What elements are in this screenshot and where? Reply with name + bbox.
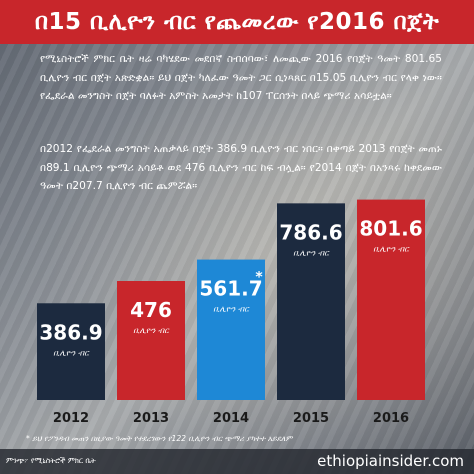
bar-2014 — [197, 259, 265, 400]
footnote: * ይህ የፖንዳብ መጠን በዚያው ዓመት የተደረገውን የ122 ቢሊዮ… — [26, 434, 293, 443]
value-label-2013: 476 — [130, 298, 172, 322]
value-label-2015: 786.6 — [279, 220, 342, 244]
paragraph-history: በ2012 የፌደራል መንግስት አጠቃላይ በጀት 386.9 ቢሊዮን ብ… — [40, 143, 442, 192]
bar-2016 — [357, 199, 425, 400]
unit-label-2014: ቢሊዮን ብር — [213, 305, 250, 314]
footer-bar: ምንጭ፦ የሚኒስትሮች ምክር ቤት ethiopiainsider.com — [0, 449, 474, 474]
value-label-2016: 801.6 — [359, 217, 422, 241]
value-label-2014: 561.7 — [199, 277, 262, 301]
header-banner: በ15 ቢሊዮን ብር የጨመረው የ2016 በጀት — [0, 0, 474, 44]
x-tick-label-2013: 2013 — [133, 411, 169, 426]
x-tick-label-2016: 2016 — [373, 411, 409, 426]
website-label: ethiopiainsider.com — [317, 452, 464, 470]
value-label-2012: 386.9 — [39, 320, 102, 344]
x-tick-label-2012: 2012 — [53, 411, 89, 426]
unit-label-2013: ቢሊዮን ብር — [133, 326, 170, 335]
x-tick-label-2014: 2014 — [213, 411, 249, 426]
unit-label-2012: ቢሊዮን ብር — [53, 348, 90, 357]
annotation-2014: * — [255, 270, 263, 286]
unit-label-2015: ቢሊዮን ብር — [293, 248, 330, 257]
bar-2012 — [37, 303, 105, 400]
unit-label-2016: ቢሊዮን ብር — [373, 245, 410, 254]
bar-2013 — [117, 281, 185, 400]
source-credit: ምንጭ፦ የሚኒስትሮች ምክር ቤት — [6, 456, 96, 465]
page-title: በ15 ቢሊዮን ብር የጨመረው የ2016 በጀት — [34, 9, 440, 35]
paragraph-intro: የሚኒስትሮች ምክር ቤት ዛሬ ባካሄደው መደበኛ ስብሰባው፣ ለመጪው… — [40, 53, 442, 102]
x-tick-label-2015: 2015 — [293, 411, 329, 426]
bar-2015 — [277, 203, 345, 400]
